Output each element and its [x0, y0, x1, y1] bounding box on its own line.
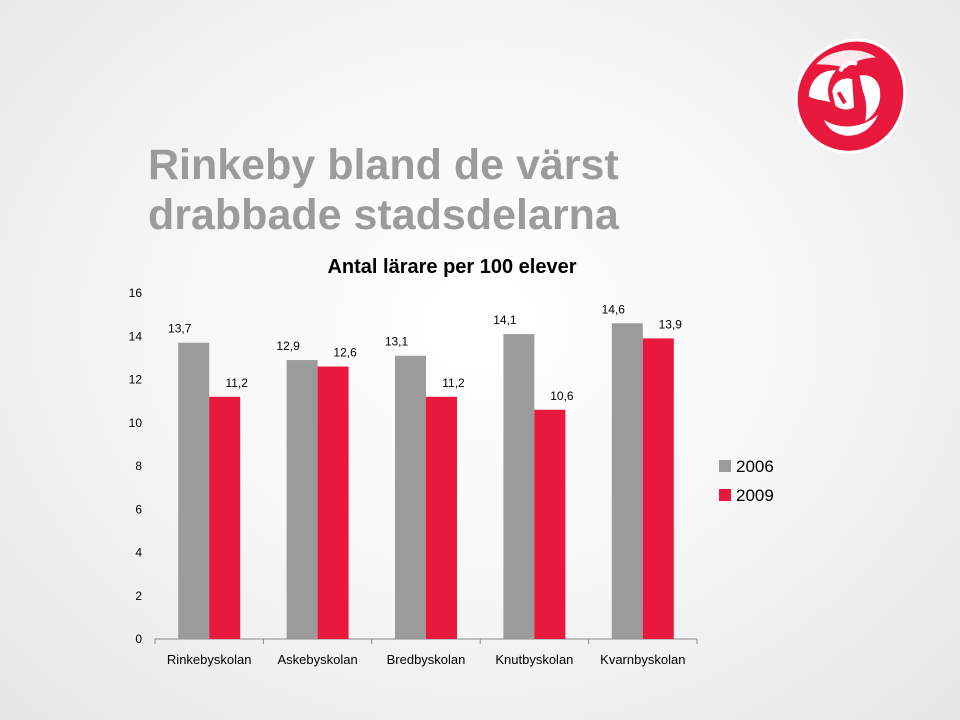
y-tick-label: 10: [129, 416, 143, 430]
bar-2006: [395, 355, 426, 639]
bar-2009: [317, 366, 349, 639]
slide-title-line-1: Rinkeby bland de värst: [148, 141, 619, 189]
y-tick-label: 12: [129, 373, 143, 387]
data-label: 11,2: [442, 376, 465, 390]
data-label: 11,2: [225, 376, 248, 390]
y-tick-label: 4: [135, 546, 142, 560]
bar-2009: [209, 396, 241, 639]
chart-title: Antal lärare per 100 elever: [327, 256, 576, 278]
data-label: 13,1: [385, 335, 409, 349]
data-label: 12,9: [276, 339, 300, 353]
bar-2006: [503, 334, 535, 639]
data-label: 14,1: [493, 313, 517, 327]
category-label: Rinkebyskolan: [167, 652, 252, 667]
category-label: Kvarnbyskolan: [600, 652, 685, 667]
legend-swatch-2006: [719, 460, 731, 472]
data-label: 14,6: [602, 302, 626, 316]
category-label: Knutbyskolan: [495, 652, 573, 667]
data-label: 13,7: [168, 322, 192, 336]
y-tick-label: 0: [135, 632, 142, 646]
data-label: 10,6: [550, 389, 574, 403]
rose-icon: [794, 38, 907, 154]
bar-2009: [534, 409, 566, 639]
category-label: Askebyskolan: [277, 652, 357, 667]
bar-2009: [642, 338, 674, 639]
bar-2006: [286, 360, 318, 639]
bar-2006: [611, 323, 643, 639]
legend-label: 2009: [736, 486, 774, 505]
bar-2009: [426, 396, 457, 639]
y-tick-label: 16: [129, 286, 143, 300]
slide-title-line-2: drabbade stadsdelarna: [148, 191, 619, 239]
bar-2006: [178, 342, 210, 639]
y-tick-label: 14: [129, 329, 143, 343]
y-tick-label: 6: [135, 502, 142, 516]
legend-swatch-2009: [719, 489, 731, 501]
y-tick-label: 8: [135, 459, 142, 473]
data-label: 12,6: [333, 346, 357, 360]
slide-title: Rinkeby bland de värst drabbade stadsdel…: [148, 140, 768, 240]
category-label: Bredbyskolan: [387, 652, 466, 667]
legend-label: 2006: [736, 457, 774, 476]
y-tick-label: 2: [135, 589, 142, 603]
data-label: 13,9: [659, 317, 683, 331]
